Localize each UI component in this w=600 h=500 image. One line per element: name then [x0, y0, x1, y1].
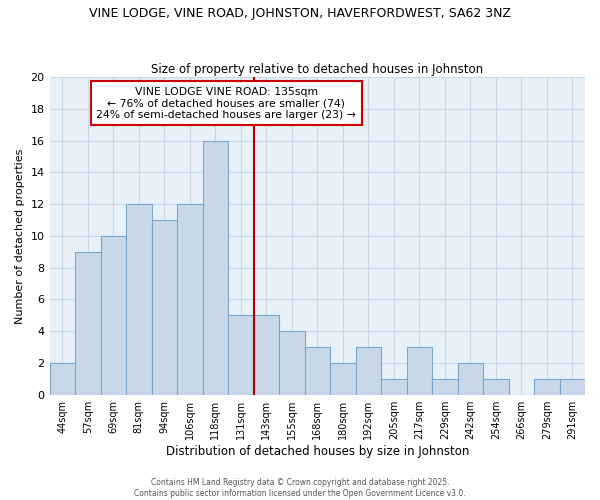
Bar	[432, 379, 458, 394]
Bar	[50, 363, 75, 394]
Bar	[330, 363, 356, 394]
Text: Contains HM Land Registry data © Crown copyright and database right 2025.
Contai: Contains HM Land Registry data © Crown c…	[134, 478, 466, 498]
Y-axis label: Number of detached properties: Number of detached properties	[15, 148, 25, 324]
Bar	[126, 204, 152, 394]
Bar	[381, 379, 407, 394]
Text: VINE LODGE, VINE ROAD, JOHNSTON, HAVERFORDWEST, SA62 3NZ: VINE LODGE, VINE ROAD, JOHNSTON, HAVERFO…	[89, 8, 511, 20]
Bar	[534, 379, 560, 394]
Bar	[75, 252, 101, 394]
Bar	[356, 347, 381, 395]
Bar	[458, 363, 483, 394]
Bar	[228, 316, 254, 394]
Bar	[254, 316, 279, 394]
Bar	[152, 220, 177, 394]
Bar	[407, 347, 432, 395]
Text: VINE LODGE VINE ROAD: 135sqm
← 76% of detached houses are smaller (74)
24% of se: VINE LODGE VINE ROAD: 135sqm ← 76% of de…	[97, 86, 356, 120]
Bar	[279, 331, 305, 394]
Bar	[101, 236, 126, 394]
Bar	[560, 379, 585, 394]
X-axis label: Distribution of detached houses by size in Johnston: Distribution of detached houses by size …	[166, 444, 469, 458]
Bar	[177, 204, 203, 394]
Bar	[305, 347, 330, 395]
Bar	[203, 140, 228, 394]
Bar	[483, 379, 509, 394]
Title: Size of property relative to detached houses in Johnston: Size of property relative to detached ho…	[151, 63, 484, 76]
